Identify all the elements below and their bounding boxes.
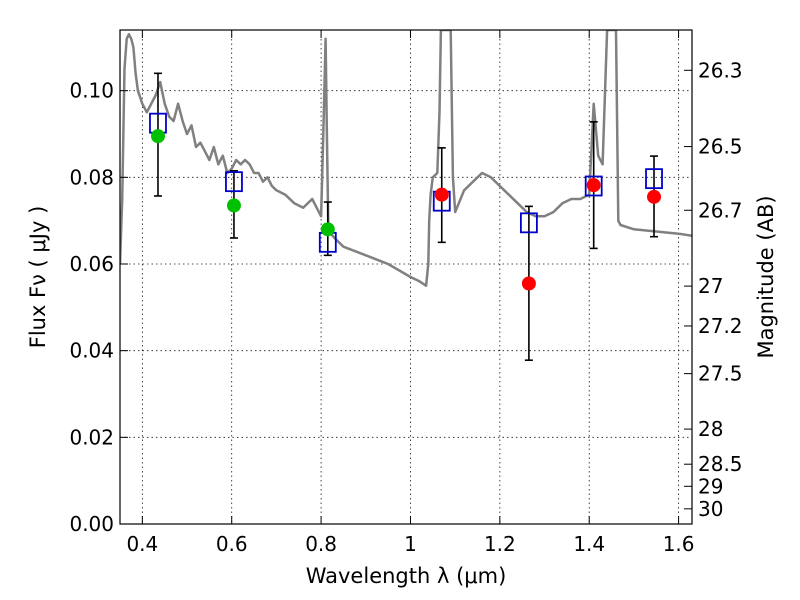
y-tick-label: 0.02 [69, 425, 114, 449]
x-tick-label: 0.6 [216, 532, 248, 556]
y-axis-label: Flux Fν ( μJy ) [26, 206, 50, 349]
y-tick-label: 0.04 [69, 339, 114, 363]
x-tick-label: 1.6 [663, 532, 695, 556]
y2-tick-label: 28 [698, 417, 723, 441]
green-data-point [320, 222, 335, 237]
y2-tick-label: 26.3 [698, 58, 743, 82]
y2-tick-label: 30 [698, 497, 723, 521]
y-tick-label: 0.10 [69, 79, 114, 103]
y2-tick-label: 27 [698, 274, 723, 298]
model-photometry-box [519, 212, 538, 234]
y2-tick-label: 26.5 [698, 135, 743, 159]
red-data-point [647, 189, 662, 204]
plot-area [120, 30, 692, 362]
x-tick-label: 0.4 [126, 532, 158, 556]
model-photometry-box [645, 168, 663, 190]
plot-frame [119, 29, 693, 525]
y-tick-label: 0.08 [69, 165, 114, 189]
x-tick-label: 1.2 [484, 532, 516, 556]
model-spectrum-line [120, 30, 692, 287]
x-tick-label: 1.4 [573, 532, 605, 556]
y-tick-label: 0.06 [69, 252, 114, 276]
y2-tick-label: 29 [698, 474, 723, 498]
red-data-point [586, 178, 601, 193]
axes: 0.4 0.6 0.8 1 1.2 1.4 1.6 0.00 0.02 0.04 0.06 0.08 0… [69, 30, 743, 556]
green-data-point [150, 129, 165, 144]
y2-tick-label: 27.5 [698, 362, 743, 386]
y2-axis-label: Magnitude (AB) [754, 195, 778, 358]
y2-tick-label: 26.7 [698, 198, 743, 222]
grid-lines [120, 30, 692, 525]
y2-tick-label: 27.2 [698, 314, 743, 338]
green-data-point [226, 198, 241, 213]
red-data-point [434, 187, 449, 202]
y2-tick-label: 28.5 [698, 452, 743, 476]
model-photometry-box [225, 171, 243, 193]
x-tick-label: 0.8 [305, 532, 337, 556]
x-axis-label: Wavelength λ (μm) [306, 564, 507, 588]
model-photometry-box [584, 175, 603, 197]
x-tick-label: 1 [404, 532, 417, 556]
red-data-point [521, 276, 536, 291]
y-tick-label: 0.00 [69, 512, 114, 536]
